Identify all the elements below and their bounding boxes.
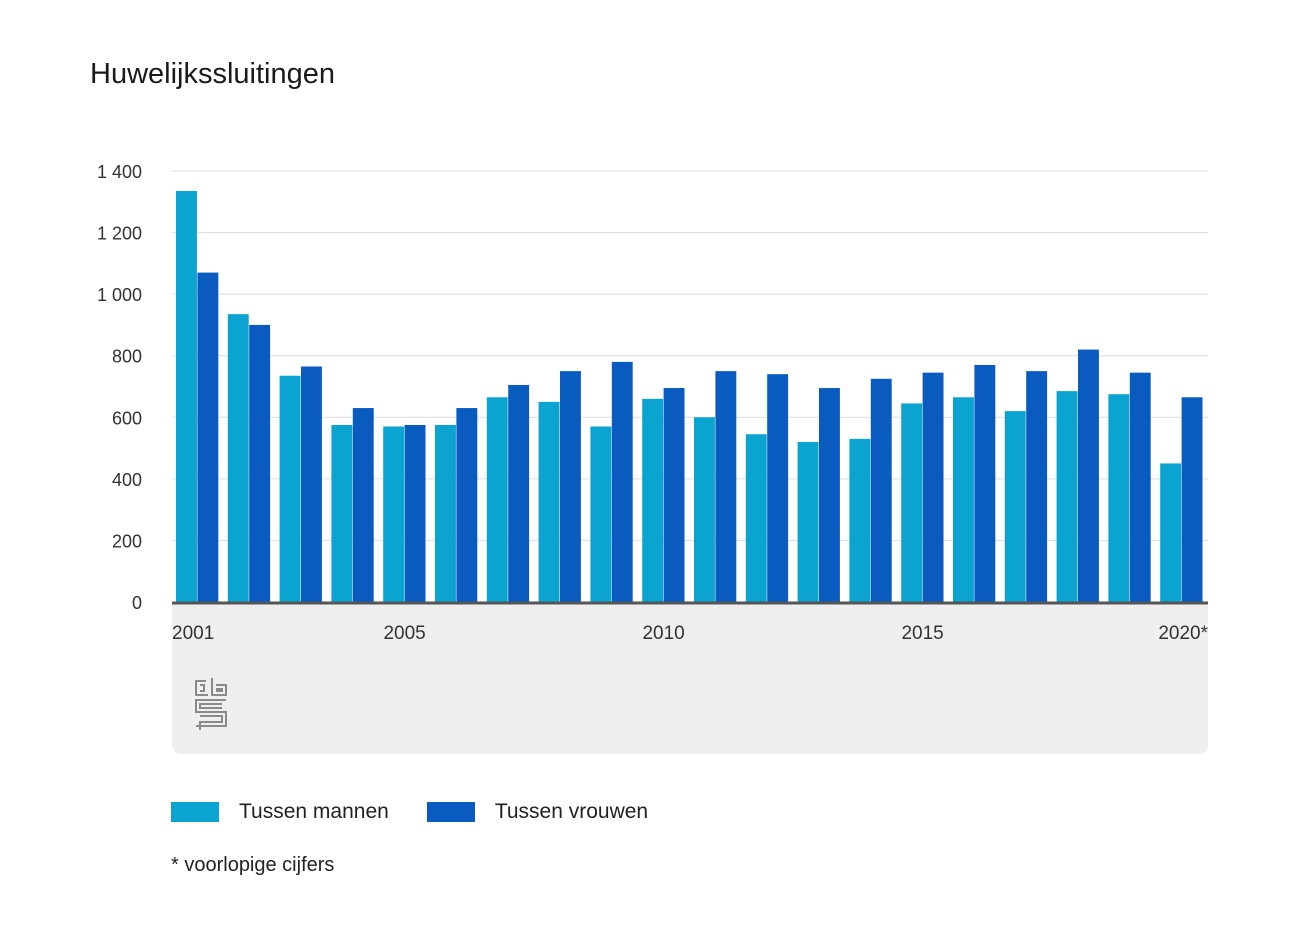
x-tick-label: 2020*: [1158, 623, 1208, 644]
bar-women: [974, 364, 996, 602]
y-tick-label: 200: [112, 531, 142, 551]
bar-women: [870, 378, 892, 602]
bar-women: [249, 324, 271, 602]
x-axis-panel: [172, 602, 1208, 754]
bar-men: [331, 424, 353, 602]
bar-men: [694, 417, 715, 602]
bar-women: [1129, 372, 1151, 602]
y-tick-label: 600: [112, 408, 142, 428]
y-tick-label: 1 400: [97, 162, 142, 182]
bar-men: [1160, 463, 1182, 602]
legend-item-women: Tussen vrouwen: [426, 800, 649, 824]
bar-women: [508, 384, 530, 602]
x-tick-label: 2005: [383, 623, 425, 644]
bar-women: [352, 408, 374, 602]
bar-chart: 0 200 400 600 800 1 000 1 200 1 400 2001 2005 2010…: [97, 162, 1209, 754]
legend: Tussen mannen Tussen vrouwen: [171, 800, 686, 824]
bar-men: [538, 401, 560, 602]
bar-men: [486, 397, 508, 602]
bar-men: [642, 398, 664, 602]
x-tick-label: 2001: [172, 623, 214, 644]
bar-women: [611, 361, 633, 602]
bar-men: [227, 314, 249, 602]
bar-women: [404, 424, 426, 602]
x-tick-label: 2015: [901, 623, 943, 644]
bar-men: [1056, 391, 1078, 602]
bar-men: [1004, 411, 1026, 602]
bar-men: [849, 438, 871, 602]
bar-men: [176, 191, 197, 602]
x-tick-label: 2010: [642, 623, 684, 644]
bar-women: [663, 388, 685, 602]
bar-women: [819, 388, 840, 602]
bar-women: [767, 374, 789, 602]
bar-men: [953, 397, 974, 602]
footnote: * voorlopige cijfers: [171, 854, 335, 876]
bar-women: [197, 272, 219, 602]
chart-title: Huwelijkssluitingen: [90, 58, 335, 90]
y-tick-label: 1 200: [97, 224, 142, 244]
bar-men: [1108, 394, 1130, 602]
bar-men: [901, 403, 923, 602]
bar-women: [560, 371, 581, 602]
y-tick-label: 0: [132, 593, 142, 613]
bar-women: [456, 408, 478, 602]
bar-men: [279, 375, 301, 602]
cbs-logo-icon: [195, 678, 227, 730]
bar-women: [1026, 371, 1048, 602]
legend-label-women: Tussen vrouwen: [494, 800, 649, 823]
bar-women: [1181, 397, 1203, 602]
bar-women: [922, 372, 944, 602]
legend-item-men: Tussen mannen: [171, 800, 389, 824]
y-tick-label: 1 000: [97, 285, 142, 305]
bar-men: [383, 426, 405, 602]
bar-men: [590, 426, 612, 602]
bar-men: [745, 434, 767, 602]
bar-women: [301, 366, 322, 602]
bar-men: [435, 424, 456, 602]
legend-swatch-men: [171, 802, 219, 822]
legend-swatch-women: [426, 802, 475, 822]
legend-label-men: Tussen mannen: [239, 800, 389, 823]
bar-men: [797, 441, 819, 602]
y-tick-label: 400: [112, 470, 142, 490]
bar-women: [715, 371, 737, 602]
bar-women: [1078, 349, 1099, 602]
y-tick-label: 800: [112, 347, 142, 367]
